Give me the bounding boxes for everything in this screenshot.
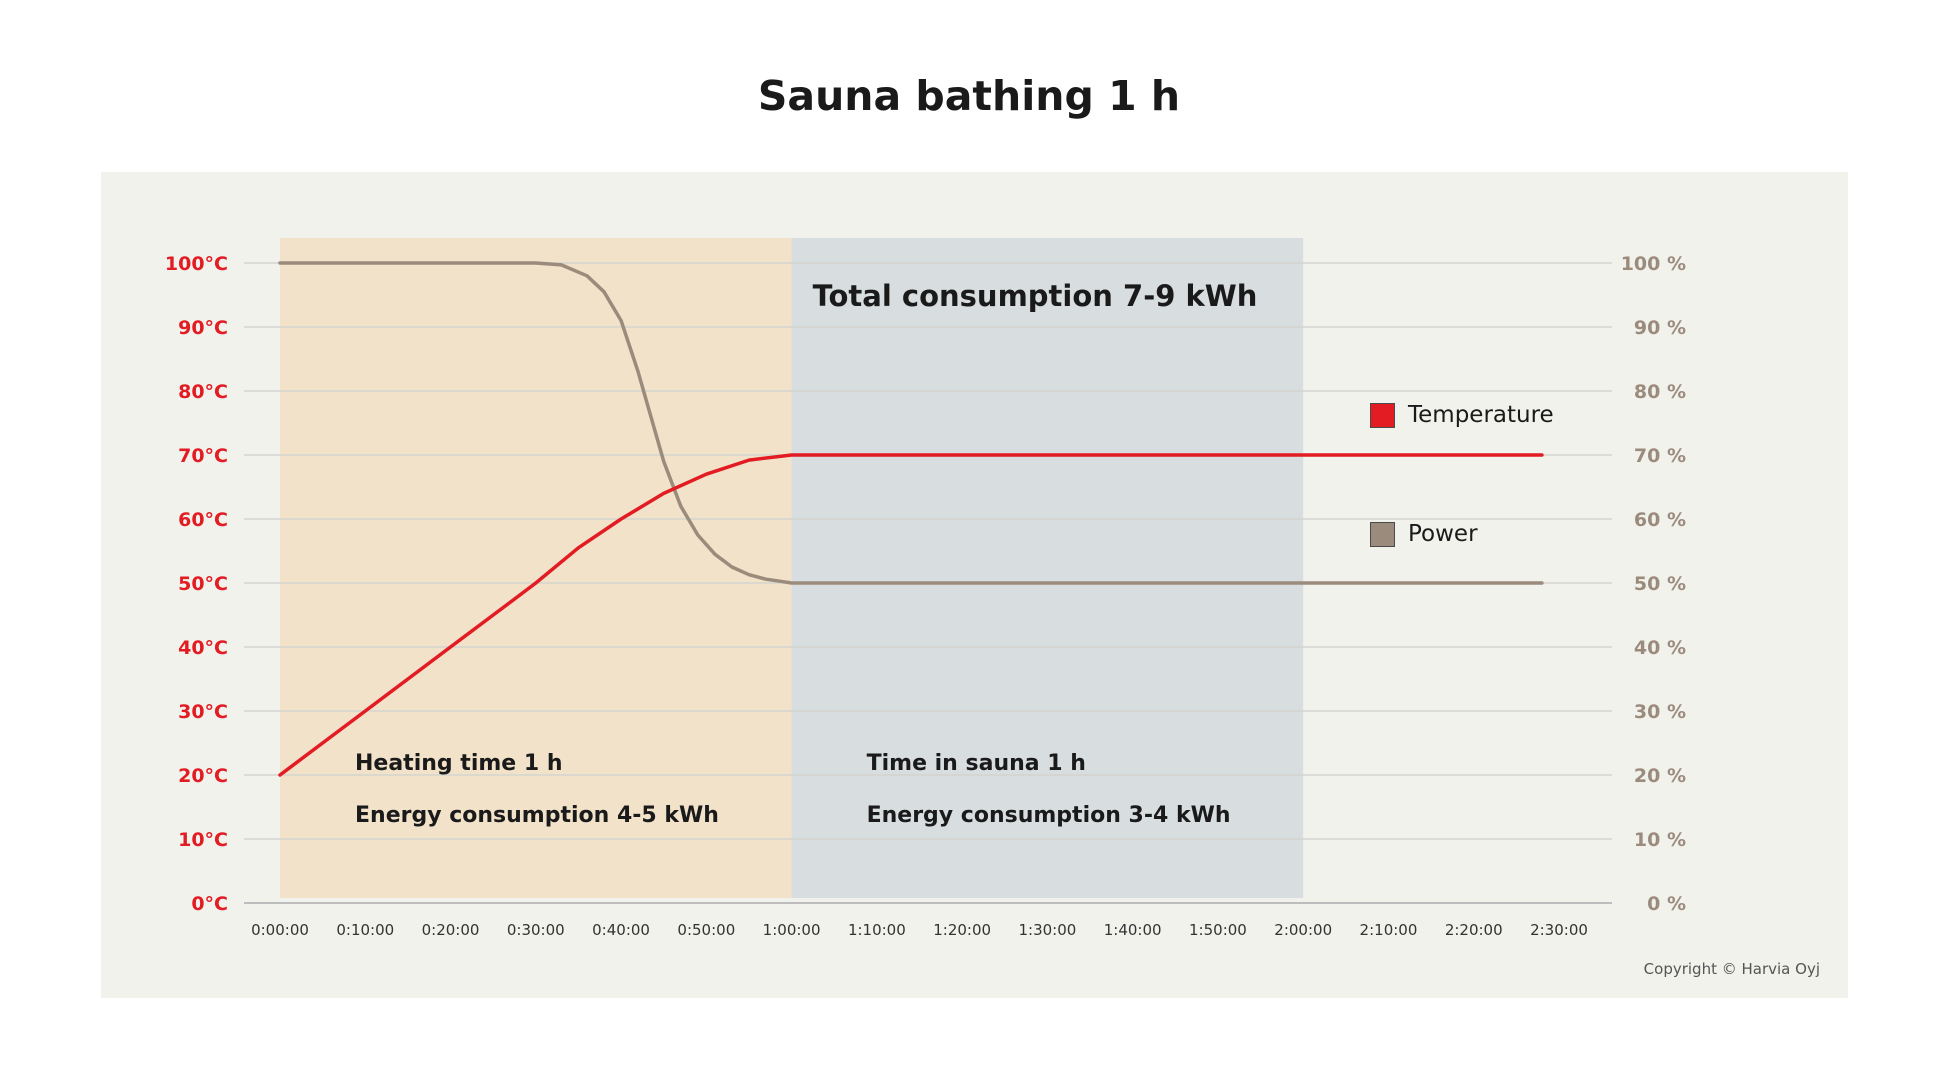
right-axis-tick-label: 40 % bbox=[1634, 637, 1686, 659]
left-axis-tick-label: 40°C bbox=[178, 637, 228, 659]
region-heating bbox=[280, 238, 792, 898]
region-heating-text: Heating time 1 h bbox=[355, 751, 563, 776]
left-axis-tick-label: 10°C bbox=[178, 829, 228, 851]
x-axis-tick-label: 1:20:00 bbox=[933, 921, 991, 939]
series-line-temperature bbox=[278, 453, 1544, 777]
x-axis-tick-label: 1:10:00 bbox=[848, 921, 906, 939]
x-axis-tick-label: 1:00:00 bbox=[763, 921, 821, 939]
x-axis-tick-label: 2:00:00 bbox=[1274, 921, 1332, 939]
x-axis-tick-label: 0:00:00 bbox=[251, 921, 309, 939]
right-axis-tick-label: 20 % bbox=[1634, 765, 1686, 787]
left-axis-tick-label: 0°C bbox=[191, 893, 228, 915]
left-axis-tick-label: 20°C bbox=[178, 765, 228, 787]
left-axis-tick-label: 80°C bbox=[178, 381, 228, 403]
region-sauna bbox=[791, 238, 1304, 898]
x-axis-tick-label: 1:30:00 bbox=[1018, 921, 1076, 939]
x-axis-tick-label: 2:10:00 bbox=[1360, 921, 1418, 939]
left-axis-tick-label: 90°C bbox=[178, 317, 228, 339]
x-axis-tick-label: 2:20:00 bbox=[1445, 921, 1503, 939]
region-annotations: Heating time 1 h Energy consumption 4-5 k… bbox=[355, 751, 1231, 828]
right-axis-tick-label: 70 % bbox=[1634, 445, 1686, 467]
legend-power-swatch bbox=[1370, 521, 1395, 547]
legend-temperature-swatch bbox=[1370, 402, 1395, 428]
left-axis-tick-label: 60°C bbox=[178, 509, 228, 531]
total-consumption-label: Total consumption 7-9 kWh bbox=[813, 279, 1258, 313]
phase-regions bbox=[280, 238, 1304, 898]
legend-temperature-label: Temperature bbox=[1408, 402, 1554, 428]
left-axis-tick-label: 100°C bbox=[165, 253, 228, 275]
left-axis-tick-label: 70°C bbox=[178, 445, 228, 467]
series-line-power bbox=[278, 261, 1544, 585]
region-sauna-text: Energy consumption 3-4 kWh bbox=[867, 803, 1231, 828]
region-sauna-text: Time in sauna 1 h bbox=[867, 751, 1086, 776]
chart-title: Sauna bathing 1 h bbox=[757, 72, 1181, 120]
right-axis-tick-label: 10 % bbox=[1634, 829, 1686, 851]
series-lines bbox=[278, 261, 1544, 777]
x-axis-tick-label: 2:30:00 bbox=[1530, 921, 1588, 939]
x-axis-tick-label: 0:30:00 bbox=[507, 921, 565, 939]
left-axis-tick-label: 30°C bbox=[178, 701, 228, 723]
right-axis-tick-label: 80 % bbox=[1634, 381, 1686, 403]
right-axis-tick-label: 30 % bbox=[1634, 701, 1686, 723]
region-heating-text: Energy consumption 4-5 kWh bbox=[355, 803, 719, 828]
x-axis-time: 0:00:00 0:10:00 0:20:00 0:30:00 0:40:00 0:50:… bbox=[251, 921, 1588, 939]
legend-power-label: Power bbox=[1408, 521, 1478, 547]
x-axis-tick-label: 0:50:00 bbox=[677, 921, 735, 939]
legend-temperature: Temperature bbox=[1370, 402, 1554, 428]
right-axis-tick-label: 60 % bbox=[1634, 509, 1686, 531]
right-axis-tick-label: 100 % bbox=[1621, 253, 1686, 275]
right-axis-power: 0 % 10 % 20 % 30 % 40 % 50 % 60 % 70 % 80 % 90 % 1… bbox=[1621, 253, 1686, 915]
right-axis-tick-label: 50 % bbox=[1634, 573, 1686, 595]
x-axis-tick-label: 0:20:00 bbox=[422, 921, 480, 939]
right-axis-tick-label: 0 % bbox=[1647, 893, 1686, 915]
left-axis-tick-label: 50°C bbox=[178, 573, 228, 595]
legend-power: Power bbox=[1370, 521, 1478, 547]
x-axis-tick-label: 0:10:00 bbox=[336, 921, 394, 939]
left-axis-temperature: 0°C 10°C 20°C 30°C 40°C 50°C 60°C 70°C 80°C 90°C 1… bbox=[165, 253, 228, 915]
x-axis-tick-label: 1:50:00 bbox=[1189, 921, 1247, 939]
right-axis-tick-label: 90 % bbox=[1634, 317, 1686, 339]
x-axis-tick-label: 1:40:00 bbox=[1104, 921, 1162, 939]
x-axis-tick-label: 0:40:00 bbox=[592, 921, 650, 939]
copyright-notice: Copyright © Harvia Oyj bbox=[1643, 960, 1820, 978]
